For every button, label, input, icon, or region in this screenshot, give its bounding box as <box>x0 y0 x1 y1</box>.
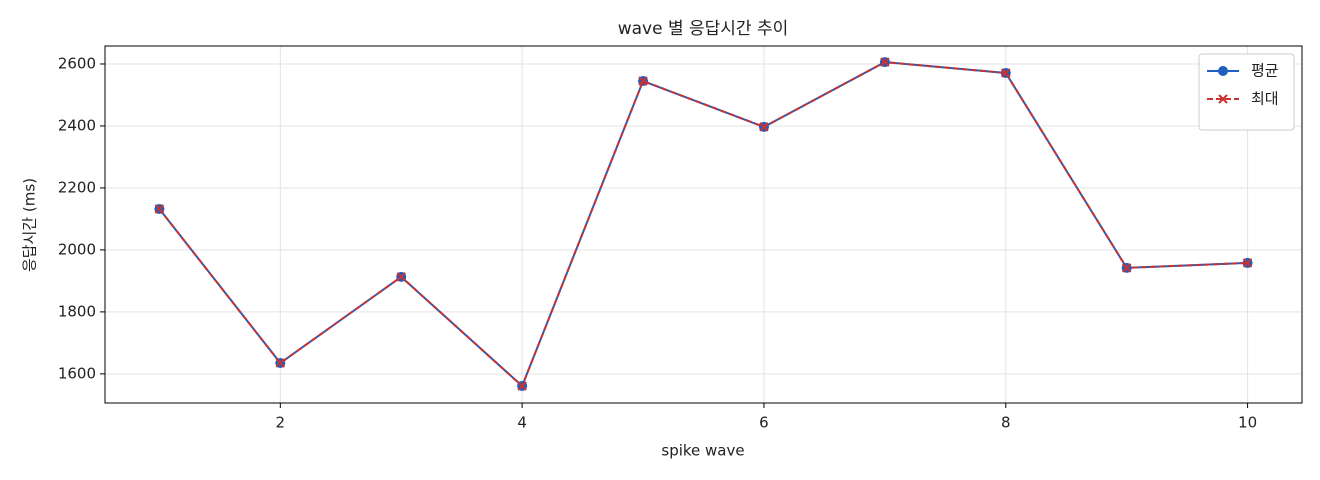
y-tick-label: 2400 <box>58 116 96 134</box>
marker <box>1218 94 1228 104</box>
marker <box>517 381 527 391</box>
y-tick-label: 2000 <box>58 240 96 258</box>
y-axis-label: 응답시간 (ms) <box>21 178 39 272</box>
legend-label: 최대 <box>1251 90 1279 108</box>
legend-box <box>1198 53 1295 131</box>
plot-frame <box>104 45 1303 404</box>
marker <box>154 204 165 214</box>
y-tick-label: 1600 <box>58 364 96 382</box>
series-line <box>158 61 1248 388</box>
marker <box>880 57 890 67</box>
marker <box>1121 263 1132 273</box>
y-tick-label: 1800 <box>58 302 96 320</box>
series-line <box>158 61 1248 388</box>
marker <box>1242 258 1253 268</box>
marker <box>759 122 769 132</box>
x-tick-label: 2 <box>276 414 286 432</box>
x-tick-label: 10 <box>1238 414 1257 432</box>
marker <box>1218 66 1228 76</box>
x-tick-label: 8 <box>1001 414 1011 432</box>
marker <box>275 358 286 368</box>
y-tick-label: 2200 <box>58 178 96 196</box>
x-axis-label: spike wave <box>661 442 744 460</box>
marker <box>396 272 406 282</box>
y-tick-label: 2600 <box>58 54 96 72</box>
x-tick-label: 6 <box>759 414 769 432</box>
legend-label: 평균 <box>1251 62 1279 80</box>
x-tick-label: 4 <box>517 414 527 432</box>
marker <box>638 76 648 86</box>
chart-title: wave 별 응답시간 추이 <box>618 19 789 39</box>
marker <box>1001 68 1011 78</box>
